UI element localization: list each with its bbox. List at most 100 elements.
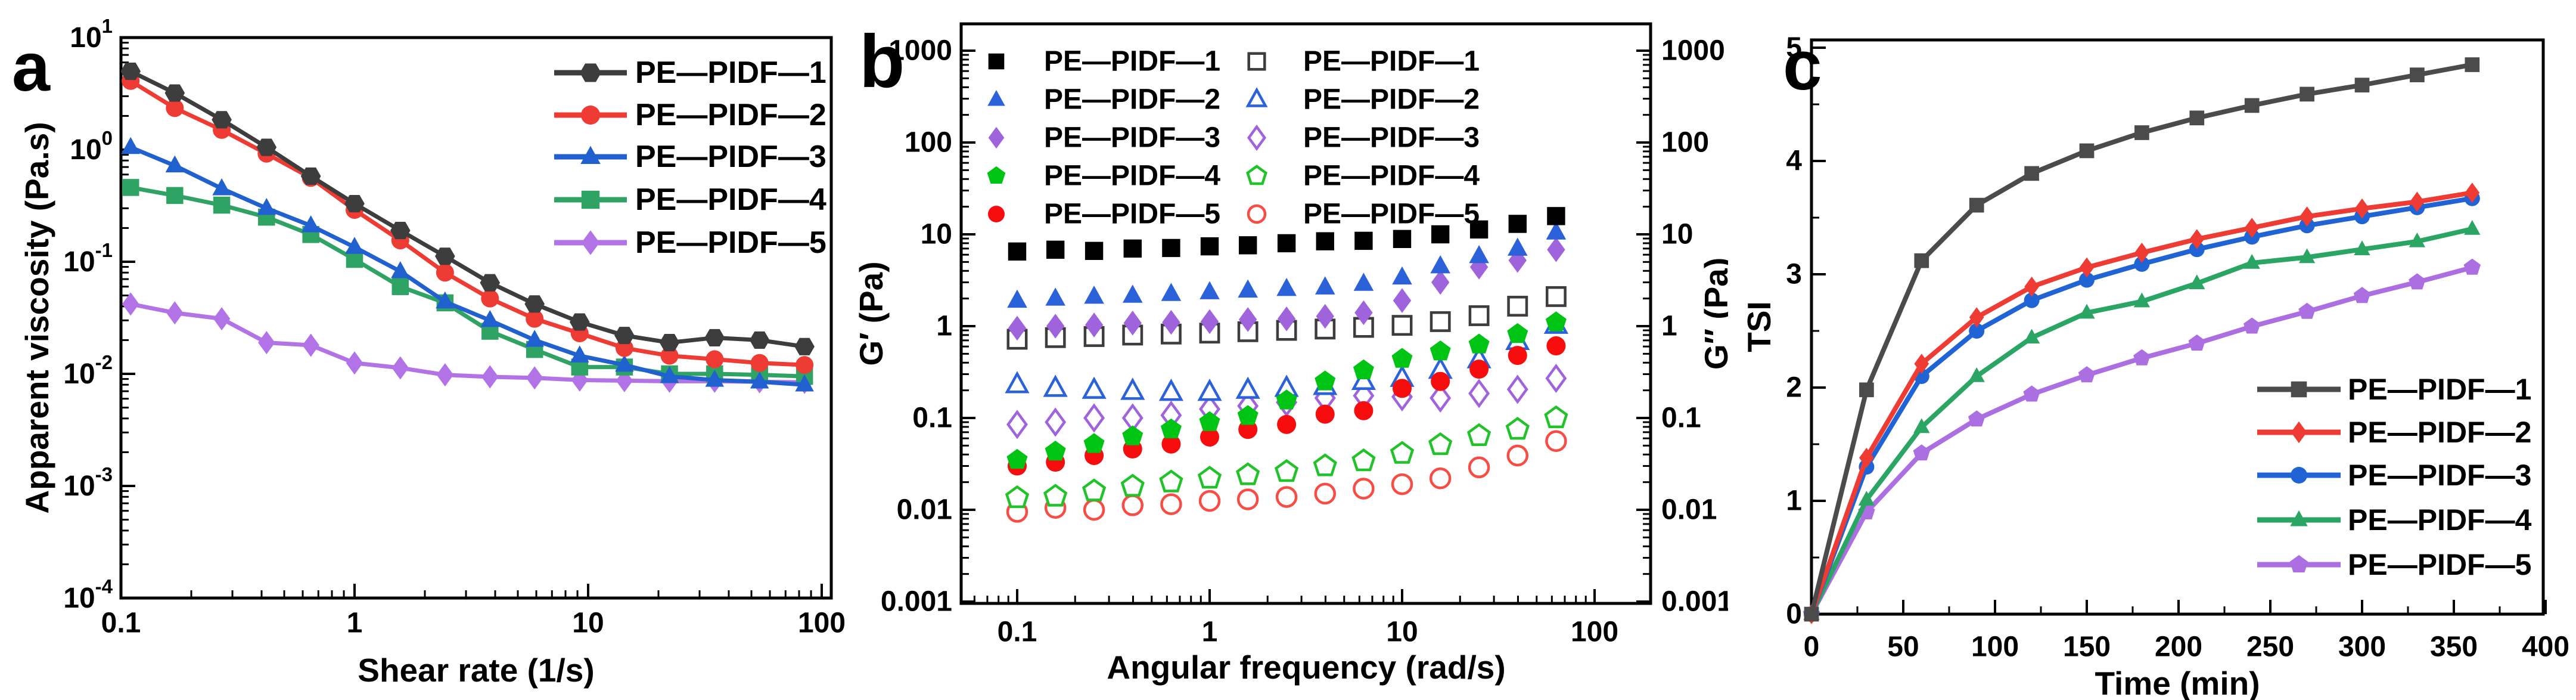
series-line — [128, 69, 807, 349]
circle-marker — [2134, 256, 2150, 272]
x-tick-label: 10 — [572, 608, 604, 639]
legend-label: PE—PIDF—1 — [1303, 46, 1480, 78]
pentagon-marker — [1505, 417, 1530, 440]
pentagon-marker — [1353, 359, 1374, 380]
panel-b-letter: b — [859, 20, 905, 103]
diamond-marker — [1123, 311, 1142, 336]
triangle-marker — [1469, 245, 1489, 264]
legend-label: PE—PIDF—1 — [1044, 46, 1220, 78]
pentagon-marker — [1544, 405, 1568, 429]
square-marker — [1391, 315, 1413, 336]
diamond-marker — [526, 366, 543, 390]
square-marker — [1277, 234, 1296, 253]
panel-c: c 0 50 100 150 200 250 300 350 400 0 1 2 3 4 5 Time (mi… — [1728, 0, 2576, 700]
series-PE—PIDF—1-Gp — [1008, 207, 1565, 261]
triangle-marker — [1005, 371, 1030, 394]
pentagon-marker — [2133, 349, 2151, 366]
square-marker — [988, 53, 1005, 70]
square-marker — [2465, 57, 2480, 72]
y-tick-label: 10-3 — [63, 463, 113, 502]
pentagon-marker — [2023, 385, 2040, 402]
diamond-marker — [2244, 218, 2260, 238]
hexagon-marker — [704, 329, 725, 346]
legend-label: PE—PIDF—2 — [2348, 416, 2531, 449]
triangle-marker — [2354, 240, 2370, 255]
diamond-marker — [2354, 198, 2370, 219]
circle-marker — [1508, 346, 1527, 366]
diamond-marker — [302, 333, 319, 357]
circle-marker — [1506, 444, 1529, 467]
circle-marker — [1969, 323, 1985, 339]
square-marker — [1316, 232, 1334, 250]
y-tick-label: 10-1 — [63, 239, 113, 278]
square-marker — [1859, 382, 1874, 398]
circle-marker — [1083, 498, 1105, 521]
diamond-marker — [2291, 421, 2307, 444]
pentagon-marker — [1043, 484, 1068, 507]
legend-label: PE—PIDF—5 — [2348, 548, 2531, 581]
triangle-marker — [2078, 303, 2095, 319]
hexagon-marker — [570, 313, 590, 331]
circle-marker — [2189, 241, 2205, 258]
panel-b: b 0.1 1 10 100 1000 1000 100 100 10 10 1 1 0.1 0.1 0.0… — [852, 0, 1728, 700]
square-marker — [1162, 239, 1180, 258]
hexagon-marker — [580, 63, 601, 82]
diamond-marker — [346, 351, 363, 375]
circle-marker — [796, 356, 814, 374]
hexagon-marker — [749, 331, 770, 349]
diamond-marker — [2300, 206, 2314, 227]
x-tick-label: 50 — [1887, 631, 1919, 663]
legend-entry: PE—PIDF—4 — [554, 182, 826, 217]
x-tick-label: 0 — [1804, 631, 1820, 663]
circle-marker — [581, 106, 600, 125]
diamond-marker — [2134, 243, 2149, 263]
square-marker — [1507, 296, 1528, 317]
pentagon-marker — [2353, 287, 2371, 303]
y-tick-label-right: 10 — [1661, 219, 1693, 250]
square-marker — [1046, 240, 1065, 259]
square-marker — [1008, 242, 1027, 261]
pentagon-marker — [1236, 462, 1260, 485]
y-tick-label: 0.001 — [881, 586, 952, 618]
triangle-marker — [480, 310, 500, 327]
hexagon-marker — [256, 138, 277, 156]
pentagon-marker — [1246, 165, 1267, 185]
pentagon-marker — [1313, 453, 1337, 476]
x-tick-label: 1 — [347, 608, 363, 639]
series-line — [128, 145, 807, 387]
hexagon-marker — [344, 194, 365, 213]
triangle-marker — [165, 155, 185, 173]
diamond-marker — [1430, 383, 1452, 413]
circle-marker — [1161, 434, 1181, 454]
circle-marker — [1545, 430, 1567, 453]
y-tick-label: 10-2 — [63, 351, 113, 390]
triangle-marker — [1913, 418, 1930, 433]
pentagon-marker — [2298, 302, 2316, 319]
circle-marker — [1354, 401, 1374, 420]
x-tick-label: 250 — [2246, 631, 2294, 663]
legend-label: PE—PIDF—3 — [1044, 122, 1220, 154]
triangle-marker — [2243, 254, 2260, 269]
triangle-marker — [1392, 266, 1412, 285]
hexagon-marker — [435, 247, 455, 265]
diamond-marker — [213, 307, 231, 331]
square-marker — [122, 179, 139, 196]
legend-entry: PE—PIDF—1 — [554, 55, 826, 90]
pentagon-marker — [1045, 441, 1066, 461]
square-marker — [2354, 78, 2370, 93]
legend-entry: PE—PIDF—2 — [554, 98, 826, 132]
y-tick-label: 0 — [1786, 599, 1802, 630]
legend-entry: PE—PIDF—1 — [988, 46, 1220, 78]
pentagon-marker — [2409, 273, 2426, 290]
diamond-marker — [1859, 447, 1874, 468]
square-marker — [581, 190, 600, 209]
y-tick-label: 101 — [70, 15, 113, 54]
hexagon-marker — [120, 63, 141, 80]
pentagon-marker — [1428, 432, 1453, 456]
triangle-marker — [121, 137, 140, 154]
series-PE—PIDF—5-Gp — [1008, 336, 1566, 476]
square-marker — [2024, 166, 2039, 181]
pentagon-marker — [1237, 405, 1259, 425]
legend-entry: PE—PIDF—5 — [1247, 199, 1480, 230]
y-tick-label: 100 — [70, 127, 113, 166]
